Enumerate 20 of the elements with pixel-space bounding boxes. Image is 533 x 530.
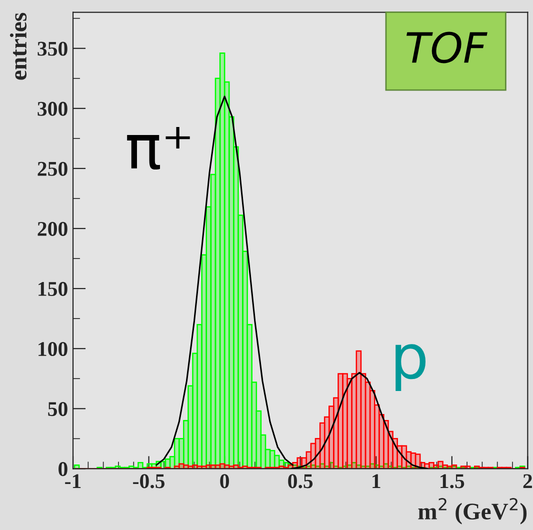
- y-tick-label: 150: [38, 282, 68, 296]
- x-tick-label: 0.5: [288, 474, 313, 488]
- y-tick-label: 250: [38, 162, 68, 176]
- y-axis-title: entries: [10, 12, 27, 80]
- x-tick-label: 1: [372, 474, 380, 488]
- y-tick-label: 300: [38, 102, 68, 116]
- y-tick-label: 100: [38, 342, 68, 356]
- x-tick-label: -0.5: [133, 474, 165, 488]
- annotation: p: [396, 344, 426, 392]
- x-tick-label: 0: [220, 474, 229, 488]
- annotation: π⁺: [127, 127, 190, 170]
- x-tick-label: 2: [523, 474, 532, 488]
- annotation: TOF: [406, 32, 488, 64]
- y-tick-label: 200: [38, 222, 68, 236]
- y-tick-label: 0: [58, 462, 68, 476]
- y-tick-label: 350: [38, 42, 68, 56]
- x-tick-label: -1: [65, 474, 81, 488]
- y-tick-label: 50: [48, 402, 68, 416]
- x-tick-label: 1.5: [440, 474, 464, 488]
- x-axis-title: m$^{2}$ (GeV$^{2}$): [418, 498, 527, 524]
